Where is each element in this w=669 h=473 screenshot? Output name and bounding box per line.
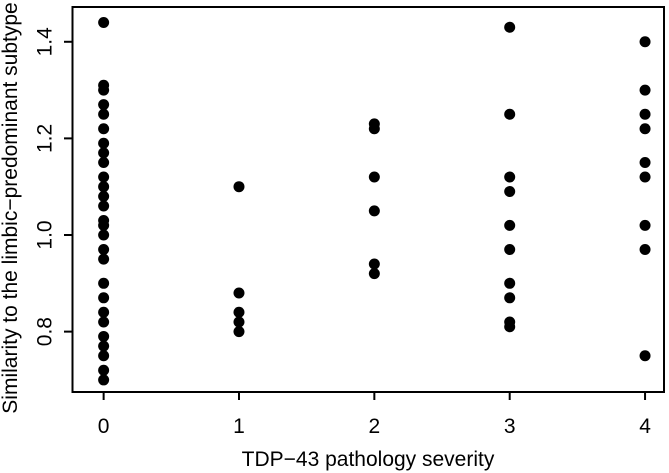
data-point [233, 287, 245, 299]
data-point [98, 181, 110, 193]
data-point [368, 258, 380, 270]
data-point [98, 171, 110, 183]
data-point [98, 157, 110, 169]
data-point [504, 186, 516, 198]
x-tick-label: 0 [98, 415, 110, 438]
data-point [368, 123, 380, 135]
y-axis-label: Similarity to the limbic−predominant sub… [0, 2, 22, 413]
data-point [504, 171, 516, 183]
data-point [98, 84, 110, 96]
data-point [98, 200, 110, 212]
data-point [98, 253, 110, 265]
y-tick-label: 1.4 [33, 27, 56, 57]
plot-box [71, 6, 665, 393]
data-point [639, 350, 651, 362]
x-tick-label: 4 [639, 415, 651, 438]
data-point [233, 316, 245, 328]
data-point [504, 21, 516, 33]
data-point [639, 84, 651, 96]
data-point [639, 36, 651, 48]
y-tick-label: 1.0 [33, 220, 56, 249]
x-tick-label: 2 [368, 415, 380, 438]
data-point [368, 171, 380, 183]
data-point [98, 108, 110, 120]
data-point [98, 374, 110, 386]
data-point [504, 321, 516, 333]
data-point [504, 277, 516, 289]
data-point [639, 219, 651, 231]
data-point [504, 219, 516, 231]
data-point [639, 157, 651, 169]
data-point [98, 123, 110, 135]
x-tick-label: 3 [504, 415, 516, 438]
data-points [98, 16, 651, 386]
data-point [504, 292, 516, 304]
data-point [233, 306, 245, 318]
data-point [368, 205, 380, 217]
data-point [504, 243, 516, 255]
data-point [98, 350, 110, 362]
x-axis-ticks: 0 1 2 3 4 [98, 392, 651, 438]
data-point [98, 364, 110, 376]
x-tick-label: 1 [233, 415, 245, 438]
data-point [98, 16, 110, 28]
data-point [98, 243, 110, 255]
y-tick-label: 0.8 [33, 317, 56, 346]
x-axis-label: TDP−43 pathology severity [242, 448, 495, 471]
data-point [98, 147, 110, 159]
data-point [639, 171, 651, 183]
data-point [98, 137, 110, 149]
data-point [98, 277, 110, 289]
data-point [98, 229, 110, 241]
data-point [98, 340, 110, 352]
data-point [98, 316, 110, 328]
data-point [233, 181, 245, 193]
data-point [504, 108, 516, 120]
data-point [98, 99, 110, 111]
data-point [98, 292, 110, 304]
data-point [639, 243, 651, 255]
data-point [368, 268, 380, 280]
data-point [98, 190, 110, 202]
data-point [639, 108, 651, 120]
data-point [233, 326, 245, 338]
data-point [98, 306, 110, 318]
data-point [639, 123, 651, 135]
data-point [98, 219, 110, 231]
y-tick-label: 1.2 [33, 124, 56, 153]
y-axis-ticks: 0.8 1.0 1.2 1.4 [33, 27, 73, 346]
data-point [98, 330, 110, 342]
